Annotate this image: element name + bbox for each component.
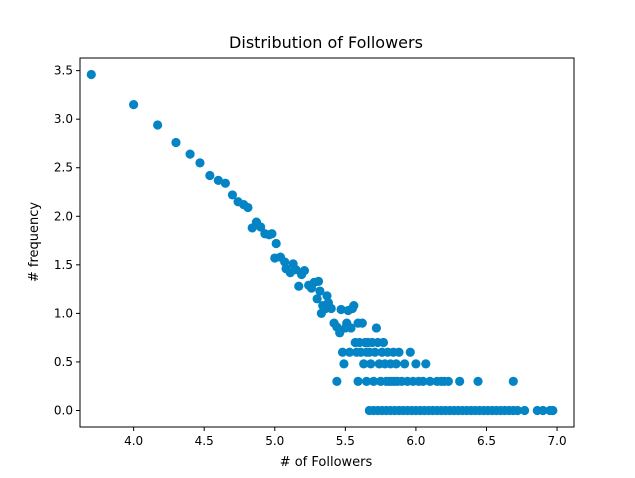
data-point	[315, 286, 325, 296]
y-tick-label: 2.0	[54, 209, 73, 223]
data-point	[370, 347, 380, 357]
data-point	[346, 323, 356, 333]
data-point	[378, 337, 389, 348]
x-tick-label: 6.5	[477, 434, 496, 448]
x-axis: 4.0 4.5 5.0 5.5 6.0 6.5 7.0	[124, 427, 567, 448]
data-point	[548, 405, 558, 416]
data-point	[368, 376, 379, 386]
data-point	[294, 281, 304, 291]
data-point	[271, 238, 281, 249]
data-point	[357, 318, 367, 328]
data-point	[129, 100, 139, 110]
data-point	[205, 170, 215, 181]
data-point	[267, 229, 277, 239]
data-point	[220, 178, 230, 188]
y-tick-label: 1.0	[54, 306, 73, 320]
chart-title: Distribution of Followers	[229, 33, 423, 52]
data-point	[405, 347, 415, 357]
data-point	[508, 376, 518, 386]
data-point	[394, 347, 404, 357]
y-tick-label: 3.0	[54, 112, 73, 126]
y-tick-label: 1.5	[54, 258, 73, 272]
data-point	[418, 376, 428, 386]
data-point	[153, 120, 163, 130]
data-point	[473, 376, 483, 386]
y-tick-label: 3.5	[54, 64, 73, 78]
data-point	[326, 303, 336, 314]
data-point	[421, 359, 431, 369]
x-tick-label: 5.0	[265, 434, 284, 448]
y-tick-label: 0.5	[54, 355, 73, 369]
data-point	[171, 137, 181, 148]
plot-frame	[79, 57, 575, 428]
y-axis: 0.0 0.5 1.0 1.5 2.0 2.5 3.0 3.5	[54, 64, 80, 417]
data-point	[336, 304, 346, 315]
data-point	[371, 323, 381, 333]
data-point	[313, 276, 324, 286]
data-point	[443, 376, 453, 386]
data-point	[353, 376, 363, 386]
x-axis-label: # of Followers	[280, 455, 373, 470]
data-point	[312, 294, 322, 304]
data-point	[256, 222, 266, 232]
data-point	[520, 405, 530, 416]
data-point	[185, 149, 195, 159]
data-point	[359, 359, 369, 369]
data-point	[243, 202, 253, 213]
data-point	[425, 376, 435, 386]
data-point	[361, 376, 372, 386]
data-point	[344, 347, 355, 357]
x-tick-label: 5.5	[336, 434, 355, 448]
data-point	[366, 359, 376, 369]
data-point	[411, 359, 421, 369]
data-point	[455, 376, 465, 386]
data-point	[349, 301, 359, 311]
x-tick-label: 7.0	[548, 434, 567, 448]
data-point	[339, 359, 349, 369]
data-point	[195, 158, 205, 168]
x-tick-label: 4.0	[124, 434, 143, 448]
data-point	[400, 359, 410, 369]
data-point	[86, 69, 96, 80]
data-point	[213, 175, 223, 185]
data-point	[299, 266, 310, 276]
data-points-group	[86, 69, 558, 416]
x-tick-label: 6.0	[406, 434, 425, 448]
y-tick-label: 2.5	[54, 161, 73, 175]
data-point	[332, 376, 342, 386]
data-point	[227, 190, 238, 200]
data-point	[538, 405, 548, 416]
data-point	[337, 347, 348, 357]
x-tick-label: 4.5	[195, 434, 214, 448]
y-tick-label: 0.0	[54, 403, 73, 417]
y-axis-label: # frequency	[27, 202, 42, 283]
data-point	[391, 359, 401, 369]
data-point	[512, 405, 523, 416]
